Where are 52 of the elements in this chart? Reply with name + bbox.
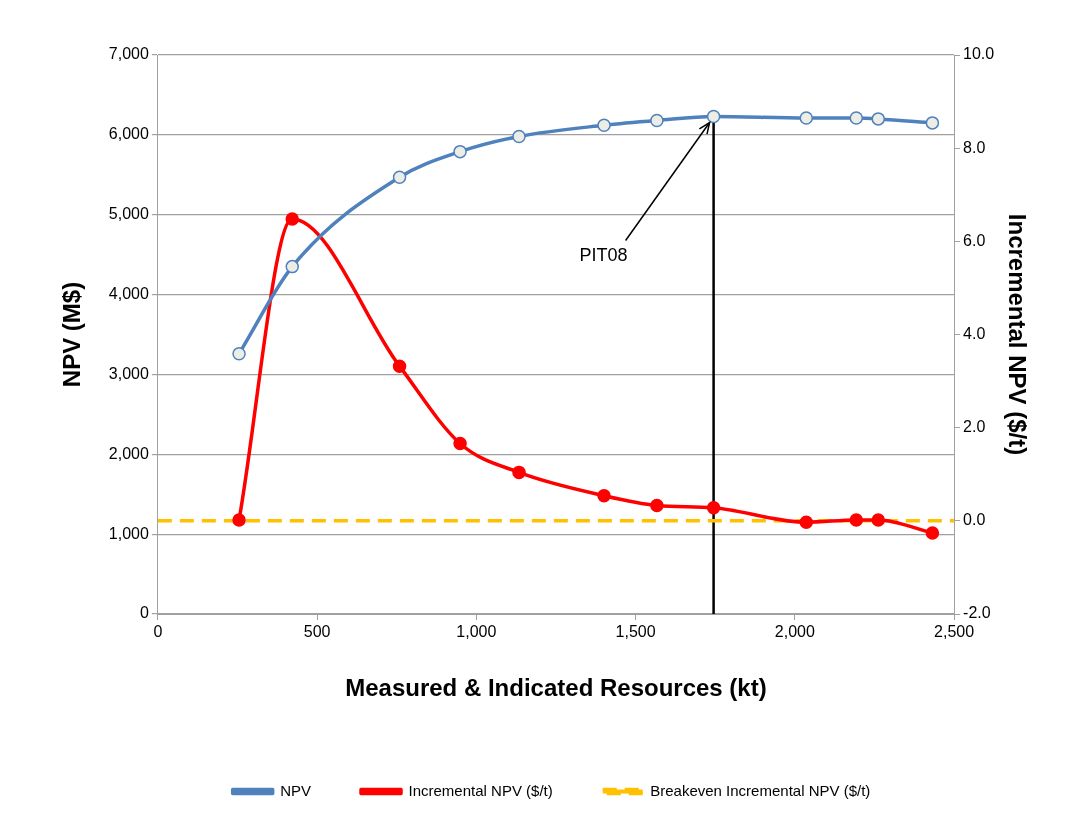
y2-tick-label: 4.0 — [963, 324, 986, 342]
point — [849, 513, 864, 527]
point — [799, 111, 814, 125]
point — [512, 465, 526, 480]
y2-axis-title: Incremental NPV ($/t) — [1003, 213, 1031, 456]
y2-tick-label: 0.0 — [963, 511, 986, 529]
point — [925, 116, 940, 130]
point — [706, 501, 721, 515]
point — [799, 515, 814, 529]
x-tick-label: 2,500 — [934, 623, 975, 641]
annotation: PIT08 — [579, 245, 628, 266]
point — [392, 170, 407, 184]
y-tick-label: 4,000 — [108, 284, 149, 302]
point — [512, 129, 526, 144]
y-tick-label: 5,000 — [108, 205, 149, 223]
legend-label: Breakeven Incremental NPV ($/t) — [650, 781, 871, 799]
point — [925, 526, 940, 540]
point — [650, 498, 664, 513]
x-tick-label: 1,500 — [615, 623, 656, 641]
point — [453, 144, 467, 159]
legend-label: NPV — [280, 781, 312, 799]
point — [597, 488, 611, 503]
point — [597, 118, 611, 133]
y-axis-title: NPV (M$) — [58, 281, 86, 388]
point — [232, 346, 246, 361]
point — [392, 359, 407, 373]
point — [871, 513, 886, 527]
point — [232, 513, 246, 527]
x-tick-label: 0 — [153, 623, 163, 641]
y2-tick-label: 6.0 — [963, 231, 986, 249]
point — [285, 259, 299, 274]
point — [706, 109, 721, 124]
point — [650, 113, 664, 128]
y2-tick-label: -2.0 — [963, 604, 991, 622]
y-tick-label: 3,000 — [108, 364, 149, 382]
y2-tick-label: 8.0 — [963, 138, 986, 156]
y-tick-label: 6,000 — [108, 125, 149, 143]
y-tick-label: 2,000 — [108, 444, 149, 462]
x-tick-label: 2,000 — [774, 623, 815, 641]
y-tick-label: 7,000 — [108, 45, 149, 63]
y-tick-label: 0 — [139, 604, 149, 622]
x-axis-title: Measured & Indicated Resources (kt) — [345, 674, 767, 702]
x-tick-label: 1,000 — [456, 623, 497, 641]
y2-tick-label: 2.0 — [963, 418, 986, 436]
point — [849, 111, 864, 125]
legend-label: Incremental NPV ($/t) — [408, 781, 553, 799]
point — [871, 112, 886, 126]
point — [285, 212, 299, 226]
y2-tick-label: 10.0 — [963, 45, 995, 63]
point — [453, 436, 467, 451]
y-tick-label: 1,000 — [108, 524, 149, 542]
x-tick-label: 500 — [303, 623, 331, 641]
